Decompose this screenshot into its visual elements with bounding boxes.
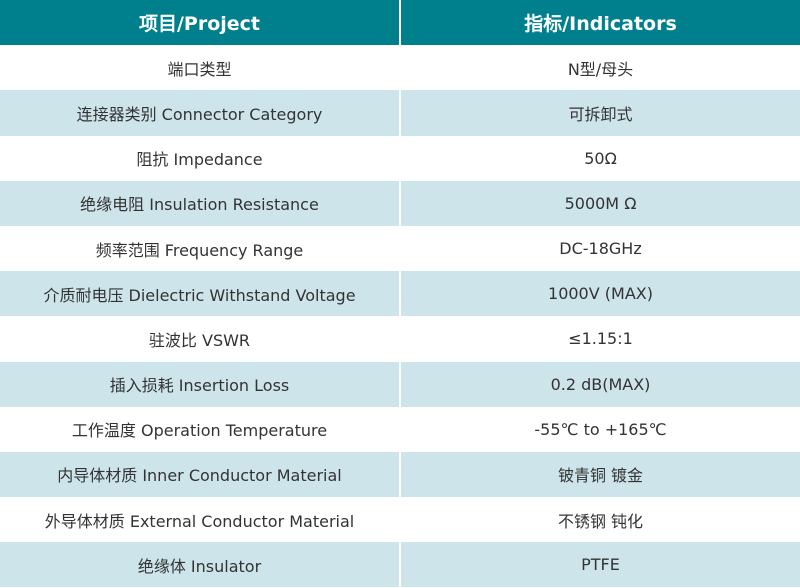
table-row: 绝缘体 Insulator PTFE bbox=[0, 542, 800, 588]
table-header-row: 项目/Project 指标/Indicators bbox=[0, 0, 800, 46]
project-cell: 内导体材质 Inner Conductor Material bbox=[0, 451, 401, 498]
table-row: 绝缘电阻 Insulation Resistance 5000M Ω bbox=[0, 180, 800, 226]
table-row: 驻波比 VSWR ≤1.15:1 bbox=[0, 316, 800, 362]
indicator-cell: -55℃ to +165℃ bbox=[534, 419, 667, 439]
project-cell: 阻抗 Impedance bbox=[0, 135, 401, 181]
indicator-cell: 1000V (MAX) bbox=[400, 271, 800, 317]
table-row: 内导体材质 Inner Conductor Material 铍青铜 镀金 bbox=[0, 451, 800, 498]
project-cell: 端口类型 bbox=[0, 45, 401, 91]
project-cell: 频率范围 Frequency Range bbox=[0, 225, 401, 272]
project-cell: 工作温度 Operation Temperature bbox=[0, 406, 401, 452]
project-cell: 外导体材质 External Conductor Material bbox=[0, 497, 401, 543]
table-row: 连接器类别 Connector Category 可拆卸式 bbox=[0, 90, 800, 136]
header-indicators: 指标/Indicators bbox=[400, 0, 800, 46]
indicator-cell: 5000M Ω bbox=[400, 180, 800, 226]
indicator-cell: 不锈钢 钝化 bbox=[557, 511, 644, 531]
project-cell: 介质耐电压 Dielectric Withstand Voltage bbox=[0, 271, 401, 317]
indicator-cell: 铍青铜 镀金 bbox=[400, 451, 800, 498]
project-cell: 绝缘电阻 Insulation Resistance bbox=[0, 180, 401, 226]
indicator-cell: DC-18GHz bbox=[559, 239, 642, 259]
indicator-cell: PTFE bbox=[400, 542, 800, 588]
table-row: 阻抗 Impedance 50Ω bbox=[0, 135, 800, 181]
header-project: 项目/Project bbox=[0, 0, 401, 46]
project-cell: 驻波比 VSWR bbox=[0, 316, 401, 362]
table-row: 频率范围 Frequency Range DC-18GHz bbox=[0, 225, 800, 272]
table-row: 工作温度 Operation Temperature -55℃ to +165℃ bbox=[0, 406, 800, 452]
indicator-cell: 可拆卸式 bbox=[400, 90, 800, 136]
table-row: 介质耐电压 Dielectric Withstand Voltage 1000V … bbox=[0, 271, 800, 317]
project-cell: 插入损耗 Insertion Loss bbox=[0, 361, 401, 407]
indicator-cell: 0.2 dB(MAX) bbox=[400, 361, 800, 407]
indicator-cell: N型/母头 bbox=[567, 59, 634, 79]
indicator-cell: ≤1.15:1 bbox=[568, 329, 633, 349]
table-row: 端口类型 N型/母头 bbox=[0, 45, 800, 91]
indicator-cell: 50Ω bbox=[584, 148, 617, 168]
project-cell: 绝缘体 Insulator bbox=[0, 542, 401, 588]
project-cell: 连接器类别 Connector Category bbox=[0, 90, 401, 136]
table-row: 插入损耗 Insertion Loss 0.2 dB(MAX) bbox=[0, 361, 800, 407]
table-row: 外导体材质 External Conductor Material 不锈钢 钝化 bbox=[0, 497, 800, 543]
